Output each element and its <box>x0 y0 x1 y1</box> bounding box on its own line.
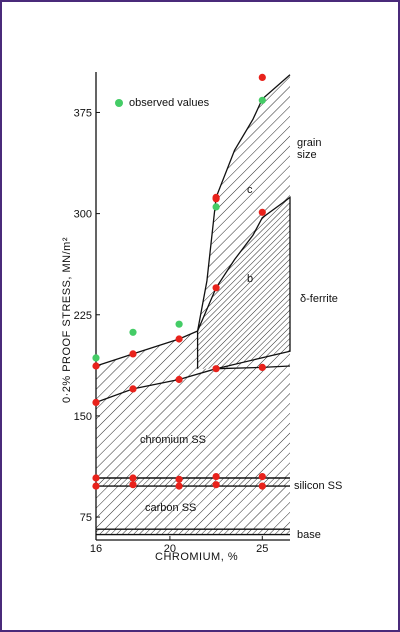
region-base <box>96 529 290 535</box>
calculated-point <box>175 482 183 490</box>
region-label-base: base <box>297 529 321 541</box>
calculated-point <box>129 474 137 482</box>
calculated-point <box>258 73 266 81</box>
calculated-point <box>212 481 220 489</box>
observed-point <box>175 320 183 328</box>
legend-label: observed values <box>129 97 210 109</box>
region-label-delta-ferrite: δ-ferrite <box>300 293 338 305</box>
region-label-carbon: carbon SS <box>145 502 196 514</box>
region-delta-ferrite <box>197 197 290 369</box>
calculated-point <box>258 208 266 216</box>
calculated-point <box>175 375 183 384</box>
calculated-point <box>212 473 220 481</box>
region-marker-c: c <box>247 184 253 196</box>
region-label-silicon: silicon SS <box>294 480 342 492</box>
x-tick-label: 25 <box>256 543 268 555</box>
calculated-point <box>129 385 137 393</box>
region-silicon <box>96 478 290 487</box>
y-tick-label: 375 <box>74 107 92 119</box>
y-tick-label: 300 <box>74 209 92 221</box>
region-label-chromium: chromium SS <box>140 434 206 446</box>
calculated-point <box>175 475 183 483</box>
calculated-point <box>92 362 100 370</box>
boundary-chromium-lower <box>95 365 291 404</box>
y-axis-label: 0·2% PROOF STRESS, MN/m² <box>61 237 73 403</box>
calculated-point <box>92 482 100 490</box>
calculated-point <box>212 195 220 203</box>
y-tick-label: 225 <box>74 310 92 322</box>
region-carbon <box>96 486 290 530</box>
calculated-point <box>258 473 266 481</box>
legend-green-marker <box>115 99 123 107</box>
calculated-point <box>212 284 220 292</box>
observed-point <box>92 354 100 362</box>
observed-point <box>258 96 266 104</box>
x-axis-label: CHROMIUM, % <box>155 551 238 563</box>
regions-layer <box>96 74 290 535</box>
region-marker-b: b <box>247 273 253 285</box>
observed-point <box>212 203 220 211</box>
region-chromium <box>96 366 290 478</box>
y-tick-label: 75 <box>80 512 92 524</box>
calculated-point <box>175 335 183 343</box>
region-chromium-upper-band <box>96 331 198 403</box>
calculated-point <box>129 481 137 489</box>
region-label-grain-line1: grain <box>297 137 321 149</box>
region-grain-size <box>197 74 290 331</box>
calculated-point <box>212 365 220 373</box>
x-tick-label: 16 <box>90 543 102 555</box>
calculated-point <box>258 363 266 371</box>
calculated-point <box>129 350 137 358</box>
calculated-point <box>92 398 100 406</box>
region-label-grain-line2: size <box>297 149 317 161</box>
axes-layer: 75 150 225 300 375 16 20 25 <box>74 72 290 555</box>
x-tick-label: 20 <box>164 543 176 555</box>
points-layer <box>92 73 266 490</box>
boundary-delta-ferrite <box>197 196 291 370</box>
calculated-point <box>258 482 266 490</box>
observed-point <box>129 328 137 336</box>
calculated-point <box>92 474 100 482</box>
y-tick-label: 150 <box>74 411 92 423</box>
